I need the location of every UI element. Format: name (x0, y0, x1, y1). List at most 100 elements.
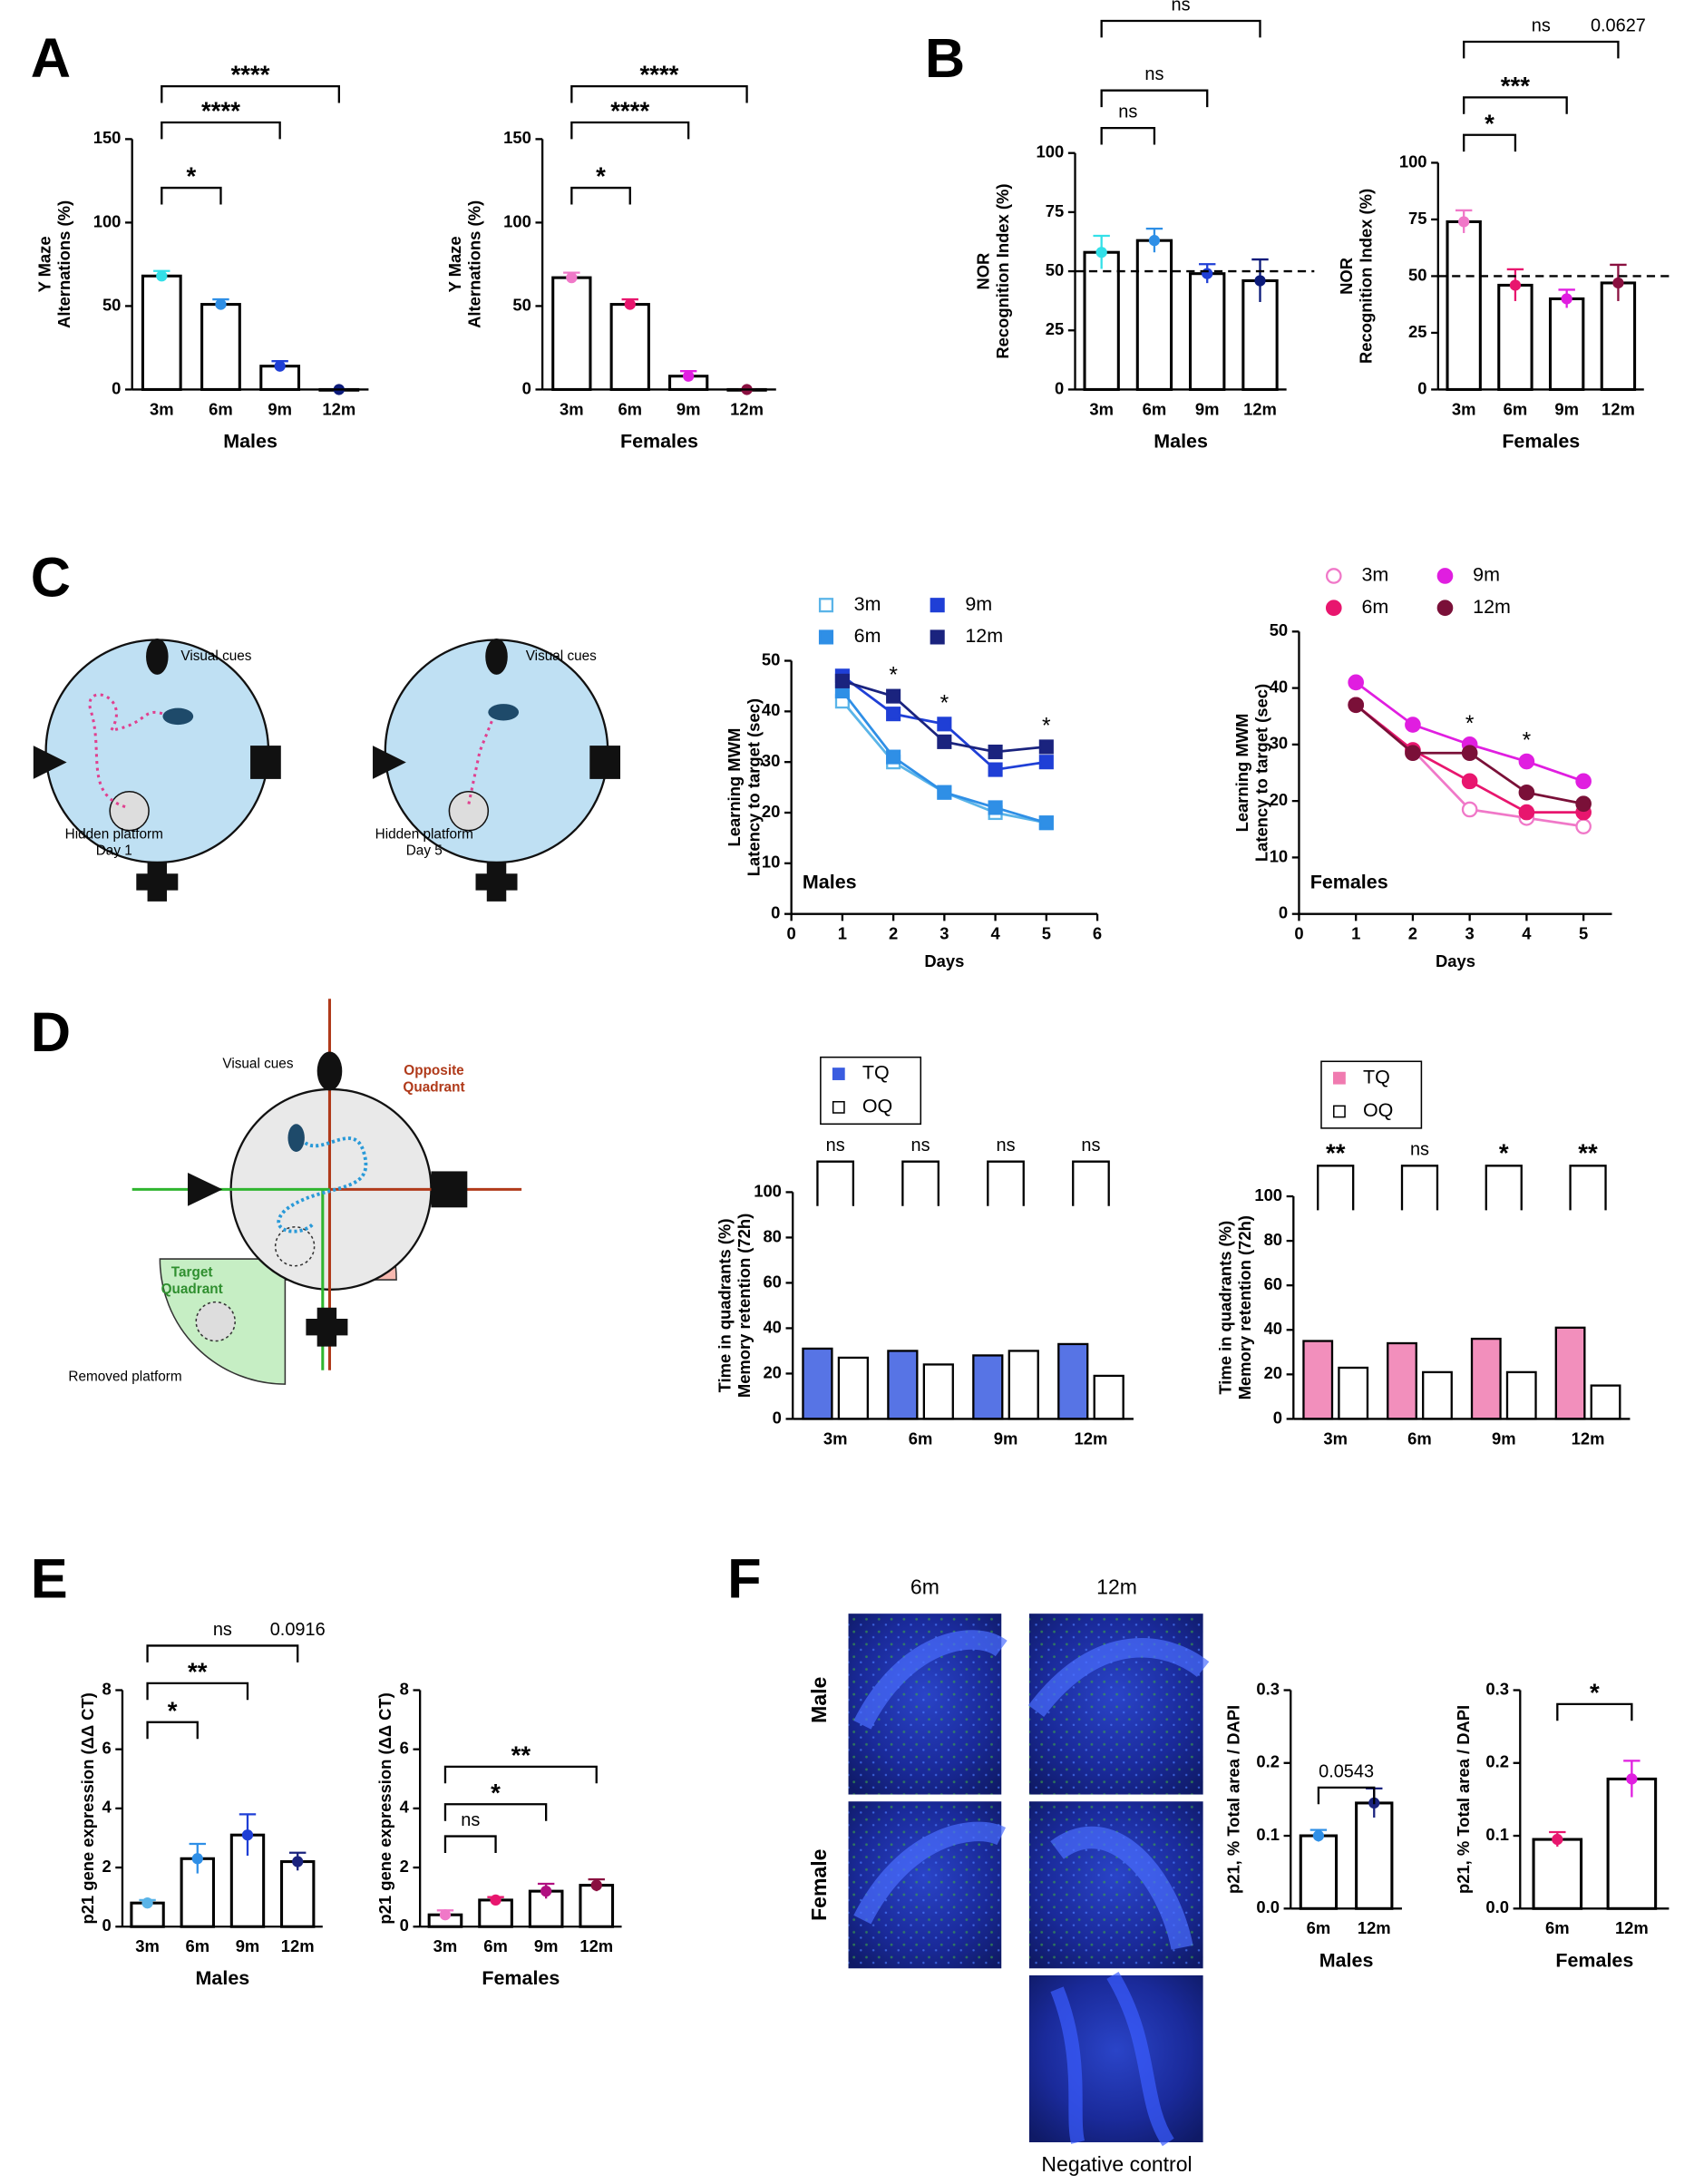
bar (922, 1363, 954, 1420)
annotation: * (889, 664, 898, 688)
y-axis-label: Recognition Index (%) (993, 184, 1012, 359)
y-tick-label: 40 (1270, 677, 1288, 696)
image (1027, 1614, 1210, 1795)
marker (818, 629, 834, 645)
significance-label: * (1499, 1138, 1509, 1166)
bar (1422, 1370, 1453, 1420)
y-tick-label: 50 (1046, 260, 1064, 279)
significance-label: **** (639, 61, 678, 89)
y-tick-label: 60 (1264, 1274, 1282, 1293)
significance-label: ** (1578, 1138, 1598, 1166)
bar (1532, 1838, 1583, 1910)
significance-bracket (443, 1803, 548, 1821)
significance-bracket (816, 1160, 855, 1206)
significance-bracket (987, 1160, 1025, 1206)
significance-label: 0.0543 (1319, 1761, 1374, 1781)
significance-label: ns (997, 1136, 1016, 1155)
x-tick-label: 9m (1492, 1428, 1516, 1448)
y-tick-label: 0 (522, 378, 531, 397)
marker (1325, 568, 1342, 584)
y-axis-label: Latency to target (sec) (745, 698, 764, 876)
y-axis-label: Alternations (%) (54, 200, 73, 328)
bar (1189, 272, 1226, 391)
x-axis-label: Females (482, 1967, 560, 1989)
x-tick-label: 9m (1554, 399, 1579, 418)
legend-label: 6m (854, 625, 881, 647)
marker (1038, 739, 1054, 755)
y-tick-label: 150 (93, 128, 122, 147)
image (1028, 1971, 1203, 2147)
bar (280, 1860, 316, 1928)
column-label: 6m (910, 1575, 939, 1599)
legend-label: 9m (965, 593, 992, 615)
significance-bracket (146, 1721, 199, 1740)
significance-bracket (1100, 19, 1261, 38)
x-axis-label: Females (1502, 430, 1580, 452)
significance-bracket (1463, 96, 1568, 114)
y-tick-label: 0.0 (1485, 1897, 1509, 1916)
marker (1038, 815, 1054, 831)
y-tick-label: 40 (763, 1317, 781, 1336)
legend-label: 3m (854, 593, 881, 615)
y-tick-label: 4 (400, 1798, 410, 1817)
significance-label: ** (511, 1740, 531, 1769)
marker (1575, 795, 1592, 813)
legend-swatch (832, 1068, 845, 1080)
x-tick-label: 6m (209, 399, 233, 418)
legend-label: 12m (965, 625, 1003, 647)
significance-bracket (1400, 1165, 1439, 1211)
bar (1008, 1350, 1039, 1420)
x-tick-label: 3m (1452, 399, 1476, 418)
y-tick-label: 20 (1270, 790, 1288, 809)
significance-bracket (443, 1835, 497, 1853)
x-tick-label: 9m (994, 1428, 1018, 1448)
significance-bracket (1463, 40, 1620, 59)
y-tick-label: 25 (1046, 319, 1064, 338)
image (848, 1801, 1007, 1969)
significance-bracket (1463, 133, 1517, 152)
y-tick-label: 10 (1270, 846, 1288, 865)
bar (837, 1356, 870, 1420)
y-tick-label: 40 (762, 700, 780, 719)
bar (1554, 1326, 1586, 1420)
y-tick-label: 0 (773, 1408, 782, 1427)
marker (1038, 755, 1054, 770)
significance-label: ns (1081, 1136, 1100, 1155)
x-tick-label: 2 (889, 924, 898, 943)
x-axis-label: Females (1555, 1949, 1633, 1971)
x-tick-label: 12m (1243, 399, 1277, 418)
x-tick-label: 0 (1294, 924, 1303, 943)
y-tick-label: 0.3 (1256, 1679, 1280, 1698)
y-tick-label: 100 (503, 211, 531, 230)
significance-bracket (570, 84, 748, 103)
bar (1093, 1374, 1124, 1420)
y-tick-label: 75 (1408, 209, 1426, 228)
diagram-text: Hidden platform (65, 826, 163, 842)
diagram-text: Visual cues (526, 648, 597, 664)
y-tick-label: 8 (400, 1679, 409, 1698)
marker (1575, 773, 1592, 790)
x-tick-label: 12m (1572, 1428, 1605, 1448)
x-tick-label: 6m (1407, 1428, 1432, 1448)
y-tick-label: 6 (102, 1739, 111, 1758)
significance-label: ns (1118, 102, 1137, 122)
x-tick-label: 5 (1042, 924, 1051, 943)
y-tick-label: 8 (102, 1679, 111, 1698)
significance-bracket (1072, 1160, 1110, 1206)
bar (551, 276, 592, 391)
y-axis-label: Memory retention (72h) (735, 1214, 754, 1398)
annotation: * (1042, 714, 1051, 738)
marker (886, 688, 901, 704)
x-tick-label: 12m (1075, 1428, 1108, 1448)
micrographs: 6m 12m Male Female Negative control (807, 1575, 1210, 2176)
x-tick-label: 3m (1089, 399, 1114, 418)
y-tick-label: 100 (93, 211, 122, 230)
y-tick-label: 0.3 (1485, 1679, 1509, 1698)
significance-label: ns (826, 1136, 845, 1155)
marker (930, 629, 945, 645)
x-tick-label: 12m (1615, 1918, 1649, 1937)
x-tick-label: 3 (939, 924, 949, 943)
x-tick-label: 9m (236, 1936, 260, 1955)
marker (886, 707, 901, 722)
significance-bracket (161, 84, 340, 103)
